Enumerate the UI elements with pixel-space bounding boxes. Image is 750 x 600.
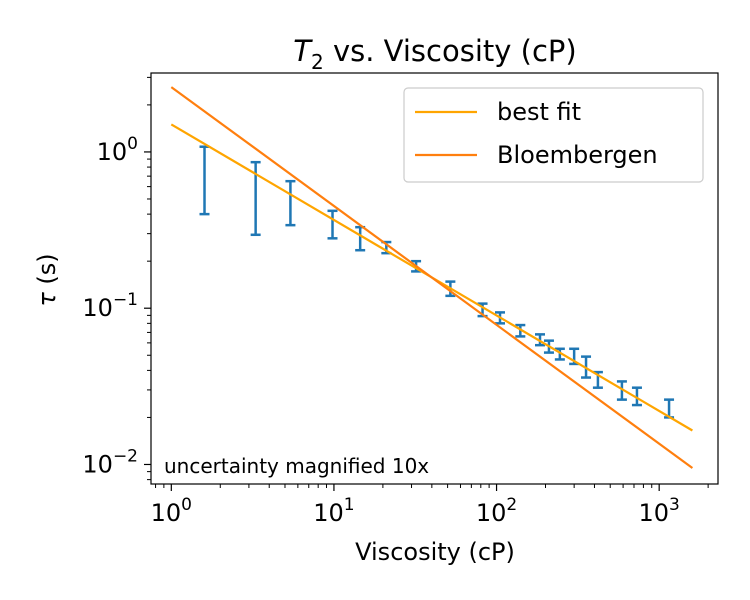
- y-axis-label-symbol: τ: [33, 292, 61, 307]
- x-tick-label-exponent: 3: [669, 495, 680, 515]
- x-axis-label: Viscosity (cP): [355, 538, 515, 566]
- y-tick-label-exponent: −2: [113, 446, 138, 466]
- x-tick-label: 103: [638, 495, 679, 527]
- plot-area-frame: [150, 72, 719, 485]
- x-tick-label: 100: [151, 495, 192, 527]
- x-tick-label-base: 10: [638, 499, 669, 527]
- errorbar: [199, 145, 210, 216]
- x-tick-label-base: 10: [313, 499, 344, 527]
- x-tick-label-exponent: 1: [344, 495, 355, 515]
- chart-title-main: T: [293, 34, 313, 68]
- y-tick-label-base: 10: [97, 138, 128, 166]
- y-tick-label-exponent: −1: [113, 290, 138, 310]
- x-tick-label-exponent: 2: [506, 495, 517, 515]
- annotation-uncertainty: uncertainty magnified 10x: [164, 454, 429, 478]
- x-tick-label-exponent: 0: [181, 495, 192, 515]
- y-tick-label: 10−2: [82, 446, 138, 478]
- fit-line-bloembergen: [170, 86, 694, 469]
- y-axis-label-rest: (s): [33, 253, 61, 292]
- y-tick-label-base: 10: [82, 450, 113, 478]
- y-tick-label: 100: [97, 134, 138, 166]
- errorbar: [327, 209, 338, 240]
- errorbar: [554, 347, 565, 361]
- fit-lines: [170, 86, 694, 469]
- errorbar: [616, 380, 627, 401]
- x-tick-label-base: 10: [151, 499, 182, 527]
- y-tick-label: 10−1: [82, 290, 138, 322]
- y-axis-label: τ (s): [33, 253, 61, 306]
- chart-title-subscript: 2: [311, 50, 324, 74]
- errorbar: [355, 225, 366, 252]
- axis-ticks: [144, 76, 709, 491]
- errorbar: [515, 323, 526, 338]
- y-tick-label-exponent: 0: [127, 134, 138, 154]
- x-tick-label: 102: [476, 495, 517, 527]
- legend-label: best fit: [497, 98, 581, 126]
- legend-label: Bloembergen: [497, 141, 658, 169]
- x-tick-label: 101: [313, 495, 354, 527]
- chart-title-rest: vs. Viscosity (cP): [324, 34, 577, 68]
- errorbar: [285, 179, 296, 227]
- legend-box: [403, 87, 704, 183]
- y-tick-label-base: 10: [82, 294, 113, 322]
- errorbar: [631, 386, 642, 407]
- chart-title: T2 vs. Viscosity (cP): [293, 34, 576, 74]
- legend: best fit Bloembergen: [403, 87, 704, 183]
- x-tick-label-base: 10: [476, 499, 507, 527]
